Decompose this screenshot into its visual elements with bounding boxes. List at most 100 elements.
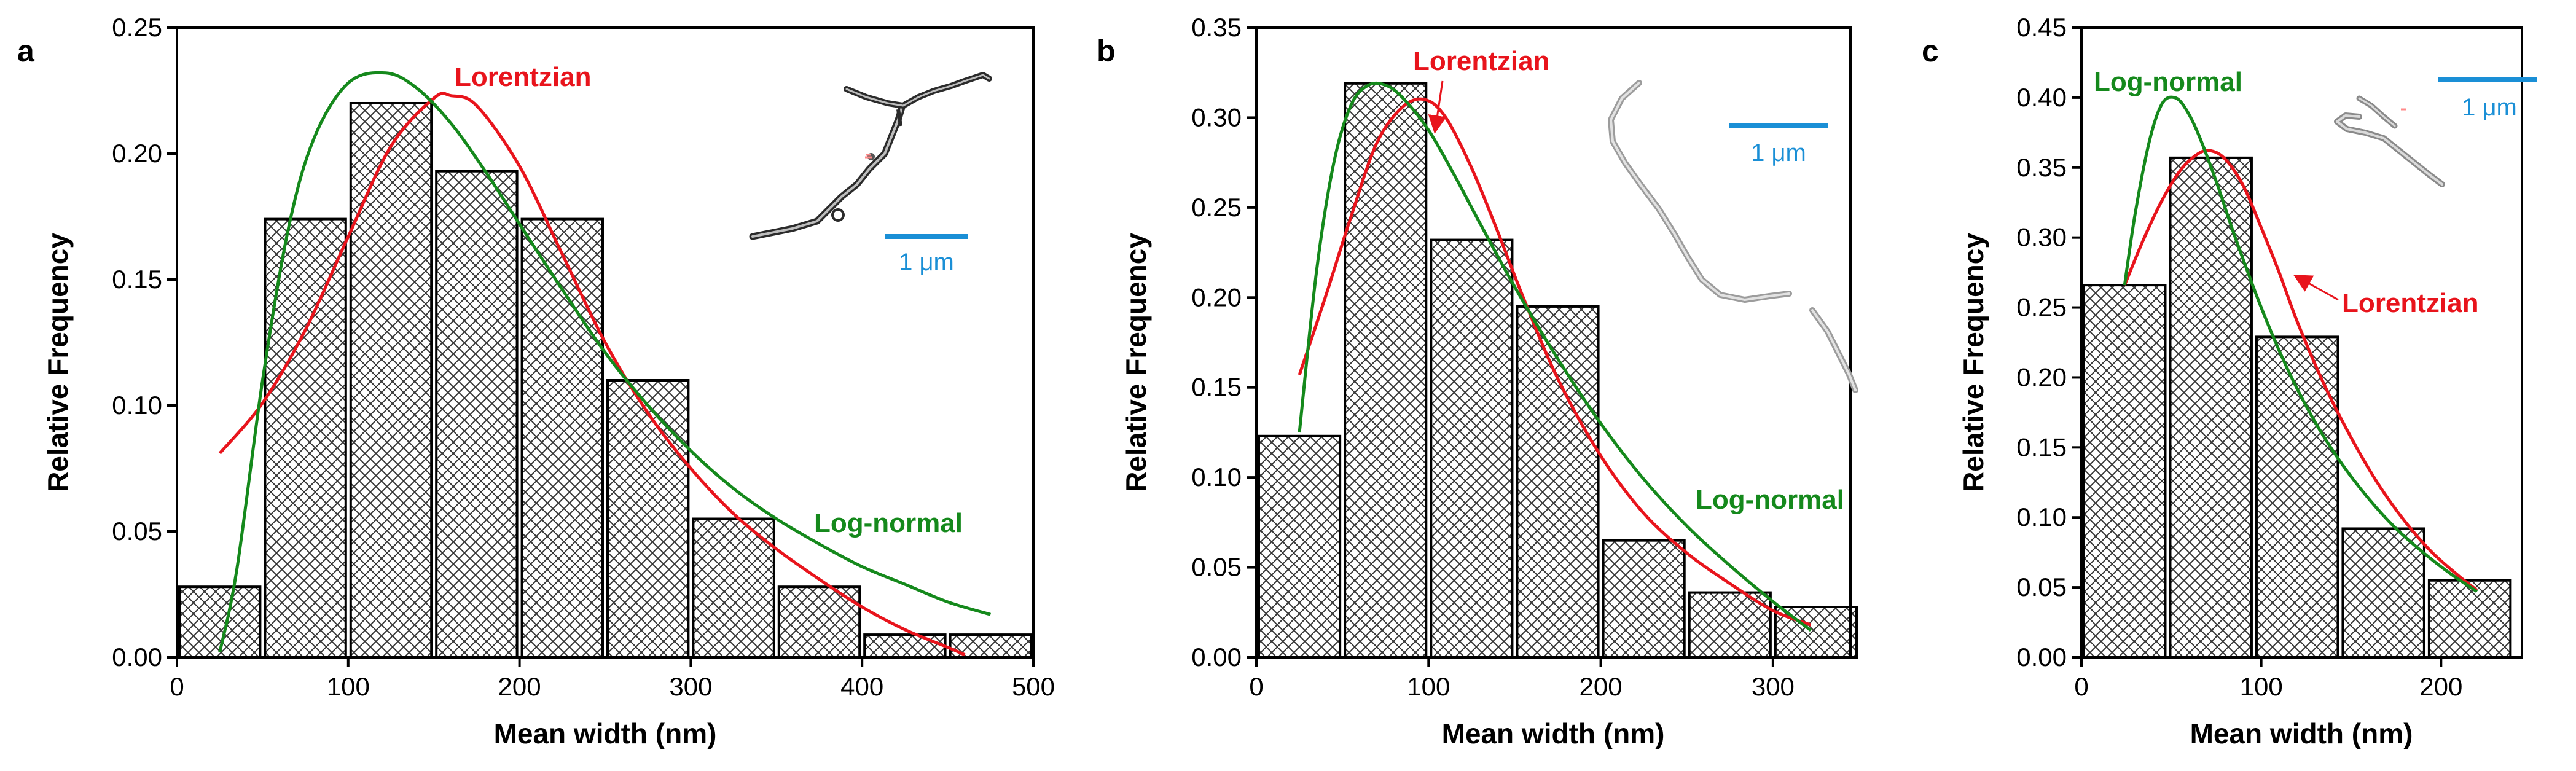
panel-a-y-tick-label: 0.00 xyxy=(112,643,162,671)
panel-b-x-tick-label: 100 xyxy=(1407,672,1450,701)
panel-b-y-tick-label: 0.10 xyxy=(1191,463,1242,491)
panel-c-log-normal-fit-curve xyxy=(2123,95,2478,593)
panel-a-bar-4 xyxy=(435,170,519,659)
panel-c-bar-2 xyxy=(2169,156,2253,659)
panel-a-y-tick-label: 0.25 xyxy=(112,13,162,42)
panel-b-bar-4 xyxy=(1516,305,1600,659)
panel-b-y-axis-label: Relative Frequency xyxy=(1120,233,1152,492)
panel-a-y-tick-label: 0.15 xyxy=(112,265,162,294)
panel-b-label: b xyxy=(1097,34,1116,68)
panel-b-y-tick-label: 0.00 xyxy=(1191,643,1242,671)
panel-c-scale-bar-label: 1 μm xyxy=(2462,94,2517,121)
panel-c-y-axis-label: Relative Frequency xyxy=(1957,233,1989,492)
panel-c-fits xyxy=(2123,95,2478,593)
panel-b-frame xyxy=(1255,26,1852,659)
panel-b-x-ticks: 0 100 200 300 xyxy=(1249,657,1795,701)
panel-b-y-tick-label: 0.30 xyxy=(1191,103,1242,131)
panel-a-frame xyxy=(176,26,1035,659)
panel-b-x-tick-label: 0 xyxy=(1249,672,1263,701)
panel-a-bar-2 xyxy=(264,217,347,659)
panel-c-y-tick-label: 0.30 xyxy=(2016,223,2067,252)
panel-a: 0.00 0.05 0.10 0.15 0.20 0.25 0 100 200 300 400 50… xyxy=(17,13,1055,749)
panel-c-label: c xyxy=(1922,34,1939,68)
panel-c-inset-micrograph xyxy=(2334,95,2445,187)
panel-c-y-tick-label: 0.00 xyxy=(2016,643,2067,671)
panel-a-x-tick-label: 200 xyxy=(498,672,541,701)
panel-b-bar-5 xyxy=(1602,539,1686,659)
panel-b-y-tick-label: 0.35 xyxy=(1191,13,1242,42)
panel-a-log-normal-fit-curve xyxy=(218,71,992,653)
panel-a-lorentzian-fit-curve xyxy=(218,92,966,657)
panel-c: 0.00 0.05 0.10 0.15 0.20 0.25 0.30 0.35 0.40 0.45… xyxy=(1922,13,2537,749)
panel-b-lorentzian-label: Lorentzian xyxy=(1413,46,1549,76)
panel-a-y-axis-label: Relative Frequency xyxy=(42,233,74,492)
panel-a-label: a xyxy=(17,34,35,68)
panel-a-y-ticks: 0.00 0.05 0.10 0.15 0.20 0.25 xyxy=(112,13,177,671)
panel-c-x-ticks: 0 100 200 xyxy=(2074,657,2462,701)
panel-a-y-tick-label: 0.05 xyxy=(112,517,162,546)
panel-b-x-axis-label: Mean width (nm) xyxy=(1442,718,1665,749)
panel-a-lognormal-label: Log-normal xyxy=(814,508,963,538)
panel-b-x-tick-label: 200 xyxy=(1580,672,1623,701)
panel-c-y-tick-label: 0.20 xyxy=(2016,362,2067,391)
panel-b: 0.00 0.05 0.10 0.15 0.20 0.25 0.30 0.35 0 100 200… xyxy=(1097,13,1858,749)
panel-b-bar-2 xyxy=(1344,82,1428,659)
panel-c-lorentzian-fit-curve xyxy=(2123,149,2478,592)
panel-b-lorentzian-arrow xyxy=(1428,80,1447,134)
panel-c-bar-4 xyxy=(2341,527,2425,659)
panel-a-bar-3 xyxy=(349,102,433,659)
panel-a-bar-9 xyxy=(863,633,947,659)
panel-c-plot-frame xyxy=(2080,26,2523,659)
panel-b-inset-micrograph xyxy=(1608,80,1858,393)
panel-a-bars xyxy=(178,102,1032,659)
panel-b-plot-frame xyxy=(1255,26,1852,659)
panel-c-y-tick-label: 0.15 xyxy=(2016,432,2067,461)
panel-c-lorentzian-label: Lorentzian xyxy=(2342,288,2478,318)
panel-a-x-tick-label: 0 xyxy=(170,672,184,701)
panel-a-x-ticks: 0 100 200 300 400 500 xyxy=(170,657,1055,701)
panel-a-bar-6 xyxy=(606,379,690,659)
panel-c-y-tick-label: 0.40 xyxy=(2016,83,2067,112)
panel-a-bar-5 xyxy=(520,217,604,659)
panel-b-y-tick-label: 0.25 xyxy=(1191,193,1242,222)
panel-b-y-tick-label: 0.15 xyxy=(1191,373,1242,402)
panel-c-bar-1 xyxy=(2083,284,2167,659)
panel-c-bars xyxy=(2083,156,2512,659)
panel-b-log-normal-fit-curve xyxy=(1298,81,1812,632)
panel-b-bars xyxy=(1258,82,1858,659)
panel-a-x-axis-label: Mean width (nm) xyxy=(494,718,717,749)
panel-c-y-tick-label: 0.25 xyxy=(2016,293,2067,322)
panel-c-y-tick-label: 0.05 xyxy=(2016,573,2067,601)
panel-b-bar-6 xyxy=(1688,591,1772,659)
panel-c-y-ticks: 0.00 0.05 0.10 0.15 0.20 0.25 0.30 0.35 0.40 0.45 xyxy=(2016,13,2081,671)
panel-b-fits xyxy=(1298,81,1812,632)
panel-a-x-tick-label: 400 xyxy=(840,672,883,701)
panel-a-x-tick-label: 500 xyxy=(1012,672,1055,701)
panel-a-x-tick-label: 300 xyxy=(669,672,712,701)
panel-c-x-tick-label: 0 xyxy=(2074,672,2088,701)
panel-c-y-tick-label: 0.10 xyxy=(2016,503,2067,531)
panel-c-x-axis-label: Mean width (nm) xyxy=(2190,718,2413,749)
panel-b-y-ticks: 0.00 0.05 0.10 0.15 0.20 0.25 0.30 0.35 xyxy=(1191,13,1256,671)
panel-c-x-tick-label: 100 xyxy=(2240,672,2283,701)
panel-b-lorentzian-fit-curve xyxy=(1298,97,1812,627)
panel-c-lorentzian-arrow xyxy=(2293,275,2339,301)
panel-b-scale-bar-label: 1 μm xyxy=(1751,139,1806,166)
panel-b-bar-1 xyxy=(1258,434,1342,659)
panel-a-lorentzian-label: Lorentzian xyxy=(455,62,591,92)
panel-c-x-tick-label: 200 xyxy=(2419,672,2462,701)
panel-c-bar-5 xyxy=(2427,579,2512,659)
panel-a-scale-bar-label: 1 μm xyxy=(899,249,954,276)
panel-b-x-tick-label: 300 xyxy=(1752,672,1795,701)
panel-c-frame xyxy=(2080,26,2523,659)
panel-a-y-tick-label: 0.10 xyxy=(112,391,162,420)
panel-b-y-tick-label: 0.05 xyxy=(1191,553,1242,582)
panel-b-lognormal-label: Log-normal xyxy=(1696,485,1844,515)
panel-c-y-tick-label: 0.35 xyxy=(2016,153,2067,182)
panel-a-plot-frame xyxy=(176,26,1035,659)
panel-b-bar-3 xyxy=(1430,238,1514,659)
panel-a-x-tick-label: 100 xyxy=(327,672,370,701)
panel-a-inset-micrograph xyxy=(749,72,992,240)
panel-a-fits xyxy=(218,71,992,657)
